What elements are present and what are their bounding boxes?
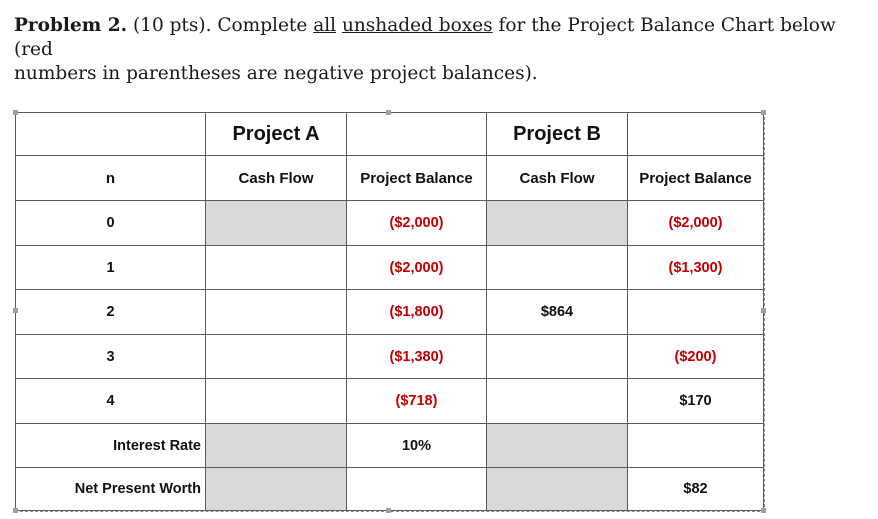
table-row: 3 ($1,380) ($200) [15, 334, 764, 379]
cell-b-cash-flow[interactable]: $864 [486, 289, 628, 335]
cell-b-npw[interactable]: $82 [627, 467, 764, 511]
cell-b-interest-shaded[interactable] [486, 423, 628, 468]
cell-a-project-balance[interactable]: ($2,000) [346, 200, 487, 246]
cell-a-cash-flow[interactable] [205, 289, 347, 335]
cell-blank[interactable] [15, 112, 206, 156]
cell-a-cash-flow[interactable] [205, 378, 347, 424]
resize-handle-bottom-middle[interactable] [386, 508, 391, 513]
cell-a-npw-shaded[interactable] [205, 467, 347, 511]
cell-b-cash-flow[interactable] [486, 334, 628, 379]
cell-b-project-balance[interactable]: ($200) [627, 334, 764, 379]
table-row-columns: n Cash Flow Project Balance Cash Flow Pr… [15, 155, 764, 201]
problem-text-before: Complete [217, 15, 308, 36]
cell-a-interest-rate[interactable]: 10% [346, 423, 487, 468]
header-n[interactable]: n [15, 155, 206, 201]
resize-handle-bottom-left[interactable] [13, 508, 18, 513]
cell-a-project-balance[interactable]: ($2,000) [346, 245, 487, 290]
cell-b-project-balance[interactable]: ($1,300) [627, 245, 764, 290]
label-interest-rate[interactable]: Interest Rate [15, 423, 206, 468]
table-row: 4 ($718) $170 [15, 378, 764, 424]
cell-a-npw[interactable] [346, 467, 487, 511]
header-project-b[interactable]: Project B [486, 112, 628, 156]
resize-handle-top-right[interactable] [761, 110, 766, 115]
table-row: 2 ($1,800) $864 [15, 289, 764, 335]
table-row-interest: Interest Rate 10% [15, 423, 764, 468]
table-row: 0 ($2,000) ($2,000) [15, 200, 764, 246]
resize-handle-bottom-right[interactable] [761, 508, 766, 513]
label-net-present-worth[interactable]: Net Present Worth [15, 467, 206, 511]
problem-label: Problem 2. [14, 15, 128, 36]
cell-b-project-balance[interactable]: $170 [627, 378, 764, 424]
header-a-cash-flow[interactable]: Cash Flow [205, 155, 347, 201]
problem-points: (10 pts). [132, 15, 212, 36]
resize-handle-top-left[interactable] [13, 110, 18, 115]
cell-n[interactable]: 0 [15, 200, 206, 246]
cell-n[interactable]: 2 [15, 289, 206, 335]
cell-a-project-balance[interactable]: ($1,800) [346, 289, 487, 335]
cell-b-interest-rate[interactable] [627, 423, 764, 468]
cell-a-project-balance[interactable]: ($1,380) [346, 334, 487, 379]
cell-b-project-balance[interactable]: ($2,000) [627, 200, 764, 246]
problem-text-after: for the Project Balance Chart below (red [14, 15, 836, 60]
cell-n[interactable]: 3 [15, 334, 206, 379]
resize-handle-middle-left[interactable] [13, 308, 18, 313]
problem-statement: Problem 2. (10 pts). Complete all unshad… [14, 14, 874, 86]
cell-b-cash-flow[interactable] [486, 378, 628, 424]
problem-underline-boxes: unshaded boxes [341, 15, 493, 36]
cell-b-cash-flow[interactable] [486, 245, 628, 290]
resize-handle-middle-right[interactable] [761, 308, 766, 313]
problem-underline-all: all [313, 15, 337, 36]
cell-b-project-balance[interactable] [627, 289, 764, 335]
cell-a-interest-shaded[interactable] [205, 423, 347, 468]
cell-b-cash-flow-shaded[interactable] [486, 200, 628, 246]
resize-handle-top-middle[interactable] [386, 110, 391, 115]
cell-a-cash-flow[interactable] [205, 245, 347, 290]
cell-n[interactable]: 1 [15, 245, 206, 290]
header-b-project-balance[interactable]: Project Balance [627, 155, 764, 201]
cell-a-cash-flow[interactable] [205, 334, 347, 379]
header-project-a[interactable]: Project A [205, 112, 347, 156]
cell-a-cash-flow-shaded[interactable] [205, 200, 347, 246]
cell-a-project-balance[interactable]: ($718) [346, 378, 487, 424]
header-b-cash-flow[interactable]: Cash Flow [486, 155, 628, 201]
table-row-projects: Project A Project B [15, 112, 764, 156]
table-row: 1 ($2,000) ($1,300) [15, 245, 764, 290]
header-a-project-balance[interactable]: Project Balance [346, 155, 487, 201]
table-row-npw: Net Present Worth $82 [15, 467, 764, 511]
cell-b-npw-shaded[interactable] [486, 467, 628, 511]
cell-blank[interactable] [346, 112, 487, 156]
cell-blank[interactable] [627, 112, 764, 156]
project-balance-table: Project A Project B n Cash Flow Project … [15, 112, 764, 511]
cell-n[interactable]: 4 [15, 378, 206, 424]
problem-line2: numbers in parentheses are negative proj… [14, 63, 538, 84]
